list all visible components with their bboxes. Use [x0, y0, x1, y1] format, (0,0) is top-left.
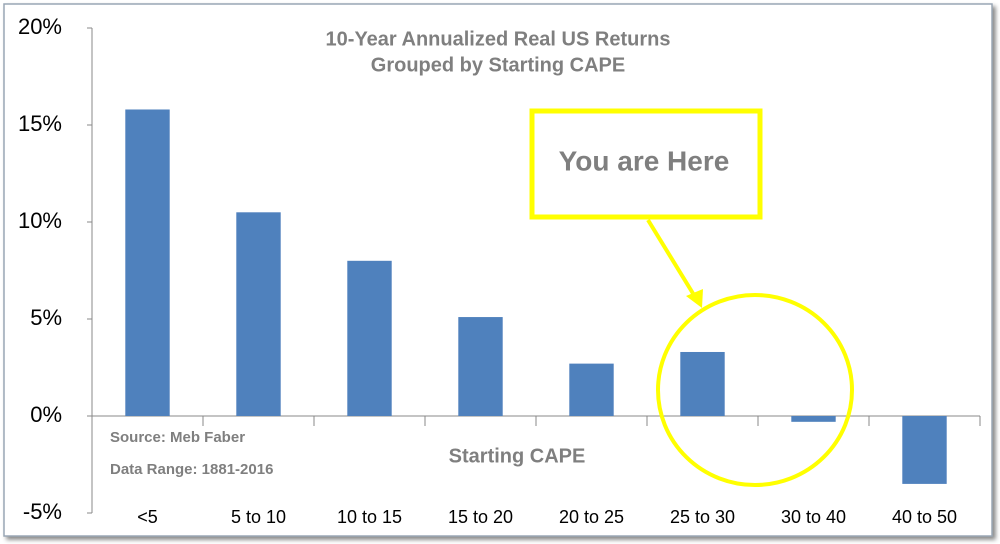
x-axis-label: Starting CAPE: [449, 445, 586, 467]
bar: [902, 416, 947, 484]
y-tick-label: 10%: [18, 208, 62, 233]
x-tick-label: 10 to 15: [337, 507, 402, 527]
source-note: Source: Meb Faber: [110, 429, 245, 446]
bar: [347, 260, 392, 416]
bar: [125, 109, 170, 416]
y-tick-label: 5%: [30, 305, 62, 330]
chart-title: 10-Year Annualized Real US Returns: [326, 28, 671, 50]
callout-arrow: [646, 218, 699, 302]
x-tick-label: <5: [137, 507, 158, 527]
chart-subtitle: Grouped by Starting CAPE: [371, 54, 625, 76]
bar: [236, 212, 281, 416]
bar: [791, 416, 836, 422]
bar: [569, 363, 614, 416]
arrow-head: [686, 289, 703, 308]
bar: [458, 317, 503, 416]
x-tick-label: 15 to 20: [448, 507, 513, 527]
callout-box: [529, 108, 763, 220]
x-tick-label: 30 to 40: [781, 507, 846, 527]
x-tick-label: 5 to 10: [231, 507, 286, 527]
callout-text: You are Here: [559, 145, 730, 176]
x-tick-label: 20 to 25: [559, 507, 624, 527]
y-tick-label: 0%: [30, 402, 62, 427]
y-tick-label: -5%: [23, 499, 62, 524]
range-note: Data Range: 1881-2016: [110, 461, 273, 478]
x-tick-label: 40 to 50: [892, 507, 957, 527]
y-tick-label: 15%: [18, 111, 62, 136]
y-tick-label: 20%: [18, 14, 62, 39]
bar: [680, 351, 725, 416]
x-tick-label: 25 to 30: [670, 507, 735, 527]
highlight-circle: [656, 293, 854, 487]
